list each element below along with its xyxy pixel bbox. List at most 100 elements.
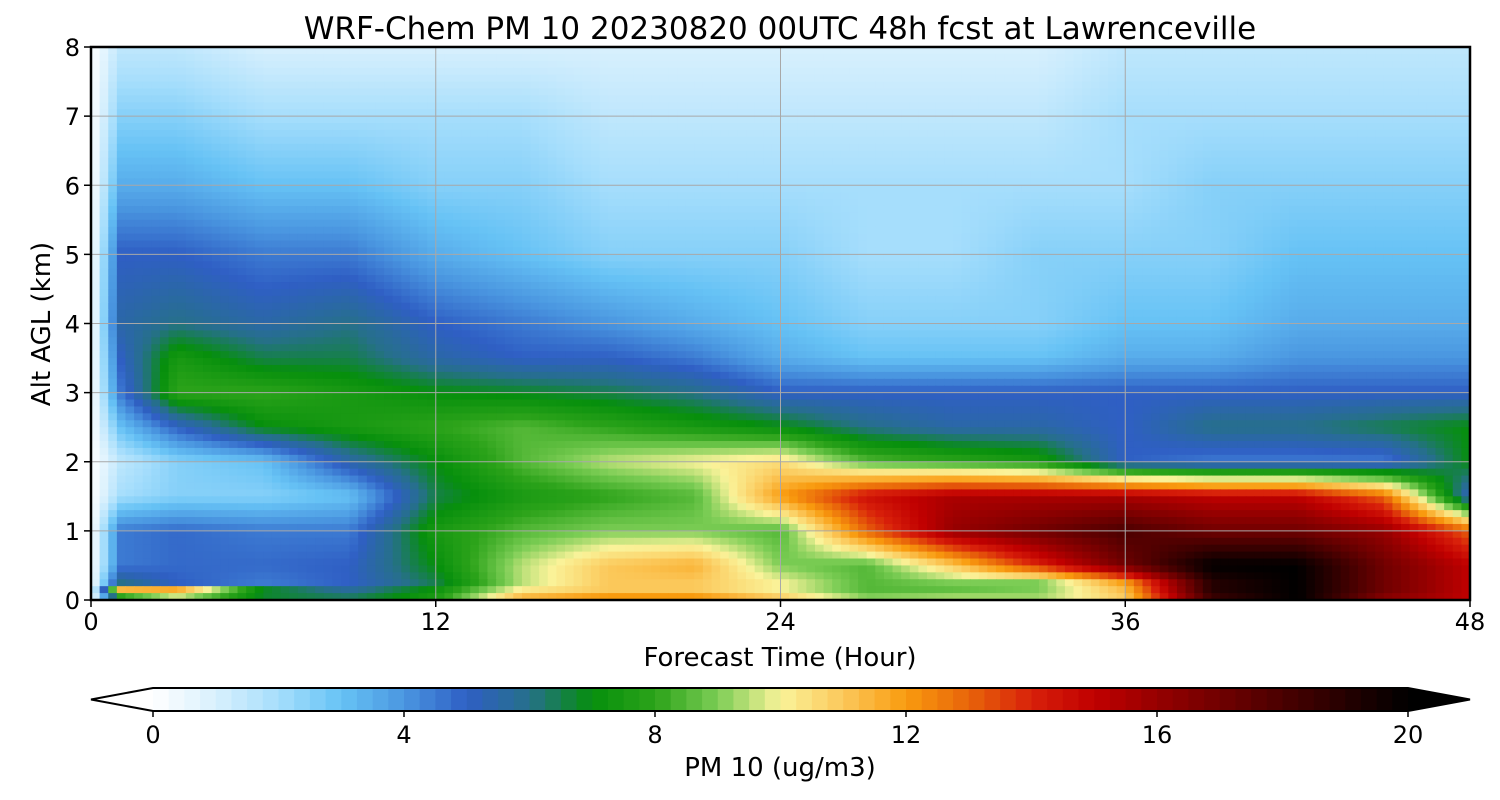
- heatmap-cell: [918, 164, 928, 173]
- heatmap-cell: [349, 164, 359, 173]
- heatmap-cell: [1444, 60, 1454, 69]
- heatmap-cell: [358, 74, 368, 83]
- heatmap-cell: [237, 81, 247, 90]
- heatmap-cell: [1392, 212, 1402, 221]
- heatmap-cell: [1375, 47, 1385, 55]
- heatmap-cell: [1090, 233, 1100, 242]
- heatmap-cell: [1064, 226, 1075, 235]
- heatmap-cell: [875, 240, 885, 249]
- heatmap-cell: [375, 233, 385, 242]
- heatmap-cell: [935, 171, 945, 179]
- heatmap-cell: [1202, 233, 1213, 242]
- heatmap-cell: [435, 164, 445, 173]
- heatmap-cell: [99, 219, 109, 228]
- heatmap-cell: [1418, 212, 1428, 221]
- heatmap-cell: [427, 171, 437, 179]
- heatmap-cell: [452, 199, 463, 207]
- heatmap-cell: [297, 219, 308, 228]
- heatmap-cell: [1418, 116, 1428, 124]
- heatmap-cell: [461, 60, 471, 69]
- heatmap-cell: [435, 109, 445, 117]
- heatmap-cell: [746, 81, 756, 90]
- heatmap-cell: [1176, 47, 1187, 55]
- heatmap-cell: [702, 192, 713, 200]
- heatmap-cell: [228, 233, 239, 242]
- heatmap-cell: [194, 233, 204, 242]
- heatmap-cell: [668, 185, 678, 193]
- heatmap-cell: [995, 136, 1006, 145]
- heatmap-cell: [306, 254, 316, 262]
- heatmap-cell: [978, 150, 988, 159]
- heatmap-cell: [565, 136, 575, 145]
- heatmap-cell: [633, 88, 644, 96]
- heatmap-cell: [1056, 81, 1066, 90]
- heatmap-cell: [556, 150, 566, 159]
- heatmap-cell: [1056, 212, 1066, 221]
- heatmap-cell: [659, 185, 670, 193]
- heatmap-cell: [427, 157, 437, 166]
- heatmap-cell: [487, 178, 497, 186]
- heatmap-cell: [1340, 47, 1350, 55]
- heatmap-cell: [1306, 192, 1316, 200]
- heatmap-cell: [1280, 95, 1290, 103]
- heatmap-cell: [435, 157, 445, 166]
- heatmap-cell: [1444, 212, 1454, 221]
- heatmap-cell: [1004, 247, 1014, 255]
- heatmap-cell: [177, 95, 187, 103]
- heatmap-cell: [1082, 67, 1092, 76]
- heatmap-cell: [746, 123, 756, 131]
- heatmap-cell: [1254, 150, 1264, 159]
- heatmap-cell: [1228, 226, 1238, 235]
- heatmap-cell: [384, 74, 394, 83]
- heatmap-cell: [194, 254, 204, 262]
- heatmap-cell: [392, 247, 402, 255]
- heatmap-cell: [108, 185, 118, 193]
- heatmap-cell: [254, 102, 264, 110]
- heatmap-cell: [866, 254, 876, 262]
- heatmap-cell: [1383, 205, 1394, 214]
- heatmap-cell: [1194, 171, 1204, 179]
- heatmap-cell: [1392, 116, 1402, 124]
- heatmap-cell: [1047, 74, 1057, 83]
- heatmap-cell: [866, 157, 876, 166]
- heatmap-cell: [1220, 109, 1230, 117]
- heatmap-cell: [780, 205, 790, 214]
- heatmap-cell: [504, 74, 514, 83]
- heatmap-cell: [685, 233, 695, 242]
- heatmap-cell: [832, 47, 842, 55]
- heatmap-cell: [659, 212, 670, 221]
- heatmap-cell: [1271, 47, 1281, 55]
- heatmap-cell: [159, 88, 170, 96]
- heatmap-cell: [702, 205, 713, 214]
- heatmap-cell: [530, 219, 540, 228]
- heatmap-cell: [806, 205, 816, 214]
- heatmap-cell: [211, 109, 221, 117]
- heatmap-cell: [1194, 95, 1204, 103]
- heatmap-cell: [901, 95, 911, 103]
- heatmap-cell: [358, 53, 368, 62]
- heatmap-cell: [935, 53, 945, 62]
- heatmap-cell: [513, 67, 523, 76]
- heatmap-cell: [1426, 53, 1437, 62]
- heatmap-cell: [754, 143, 764, 152]
- heatmap-cell: [728, 109, 739, 117]
- heatmap-cell: [668, 192, 678, 200]
- heatmap-cell: [452, 53, 463, 62]
- heatmap-cell: [1461, 136, 1470, 145]
- heatmap-cell: [496, 164, 506, 173]
- heatmap-cell: [978, 199, 988, 207]
- heatmap-cell: [1392, 95, 1402, 103]
- heatmap-cell: [280, 157, 290, 166]
- heatmap-cell: [1211, 157, 1221, 166]
- heatmap-cell: [289, 47, 299, 55]
- heatmap-cell: [358, 164, 368, 173]
- heatmap-cell: [280, 185, 290, 193]
- heatmap-cell: [392, 219, 402, 228]
- heatmap-cell: [134, 157, 144, 166]
- heatmap-cell: [952, 164, 963, 173]
- heatmap-cell: [1314, 60, 1325, 69]
- heatmap-cell: [521, 212, 532, 221]
- heatmap-cell: [125, 178, 135, 186]
- heatmap-cell: [246, 212, 256, 221]
- heatmap-cell: [280, 226, 290, 235]
